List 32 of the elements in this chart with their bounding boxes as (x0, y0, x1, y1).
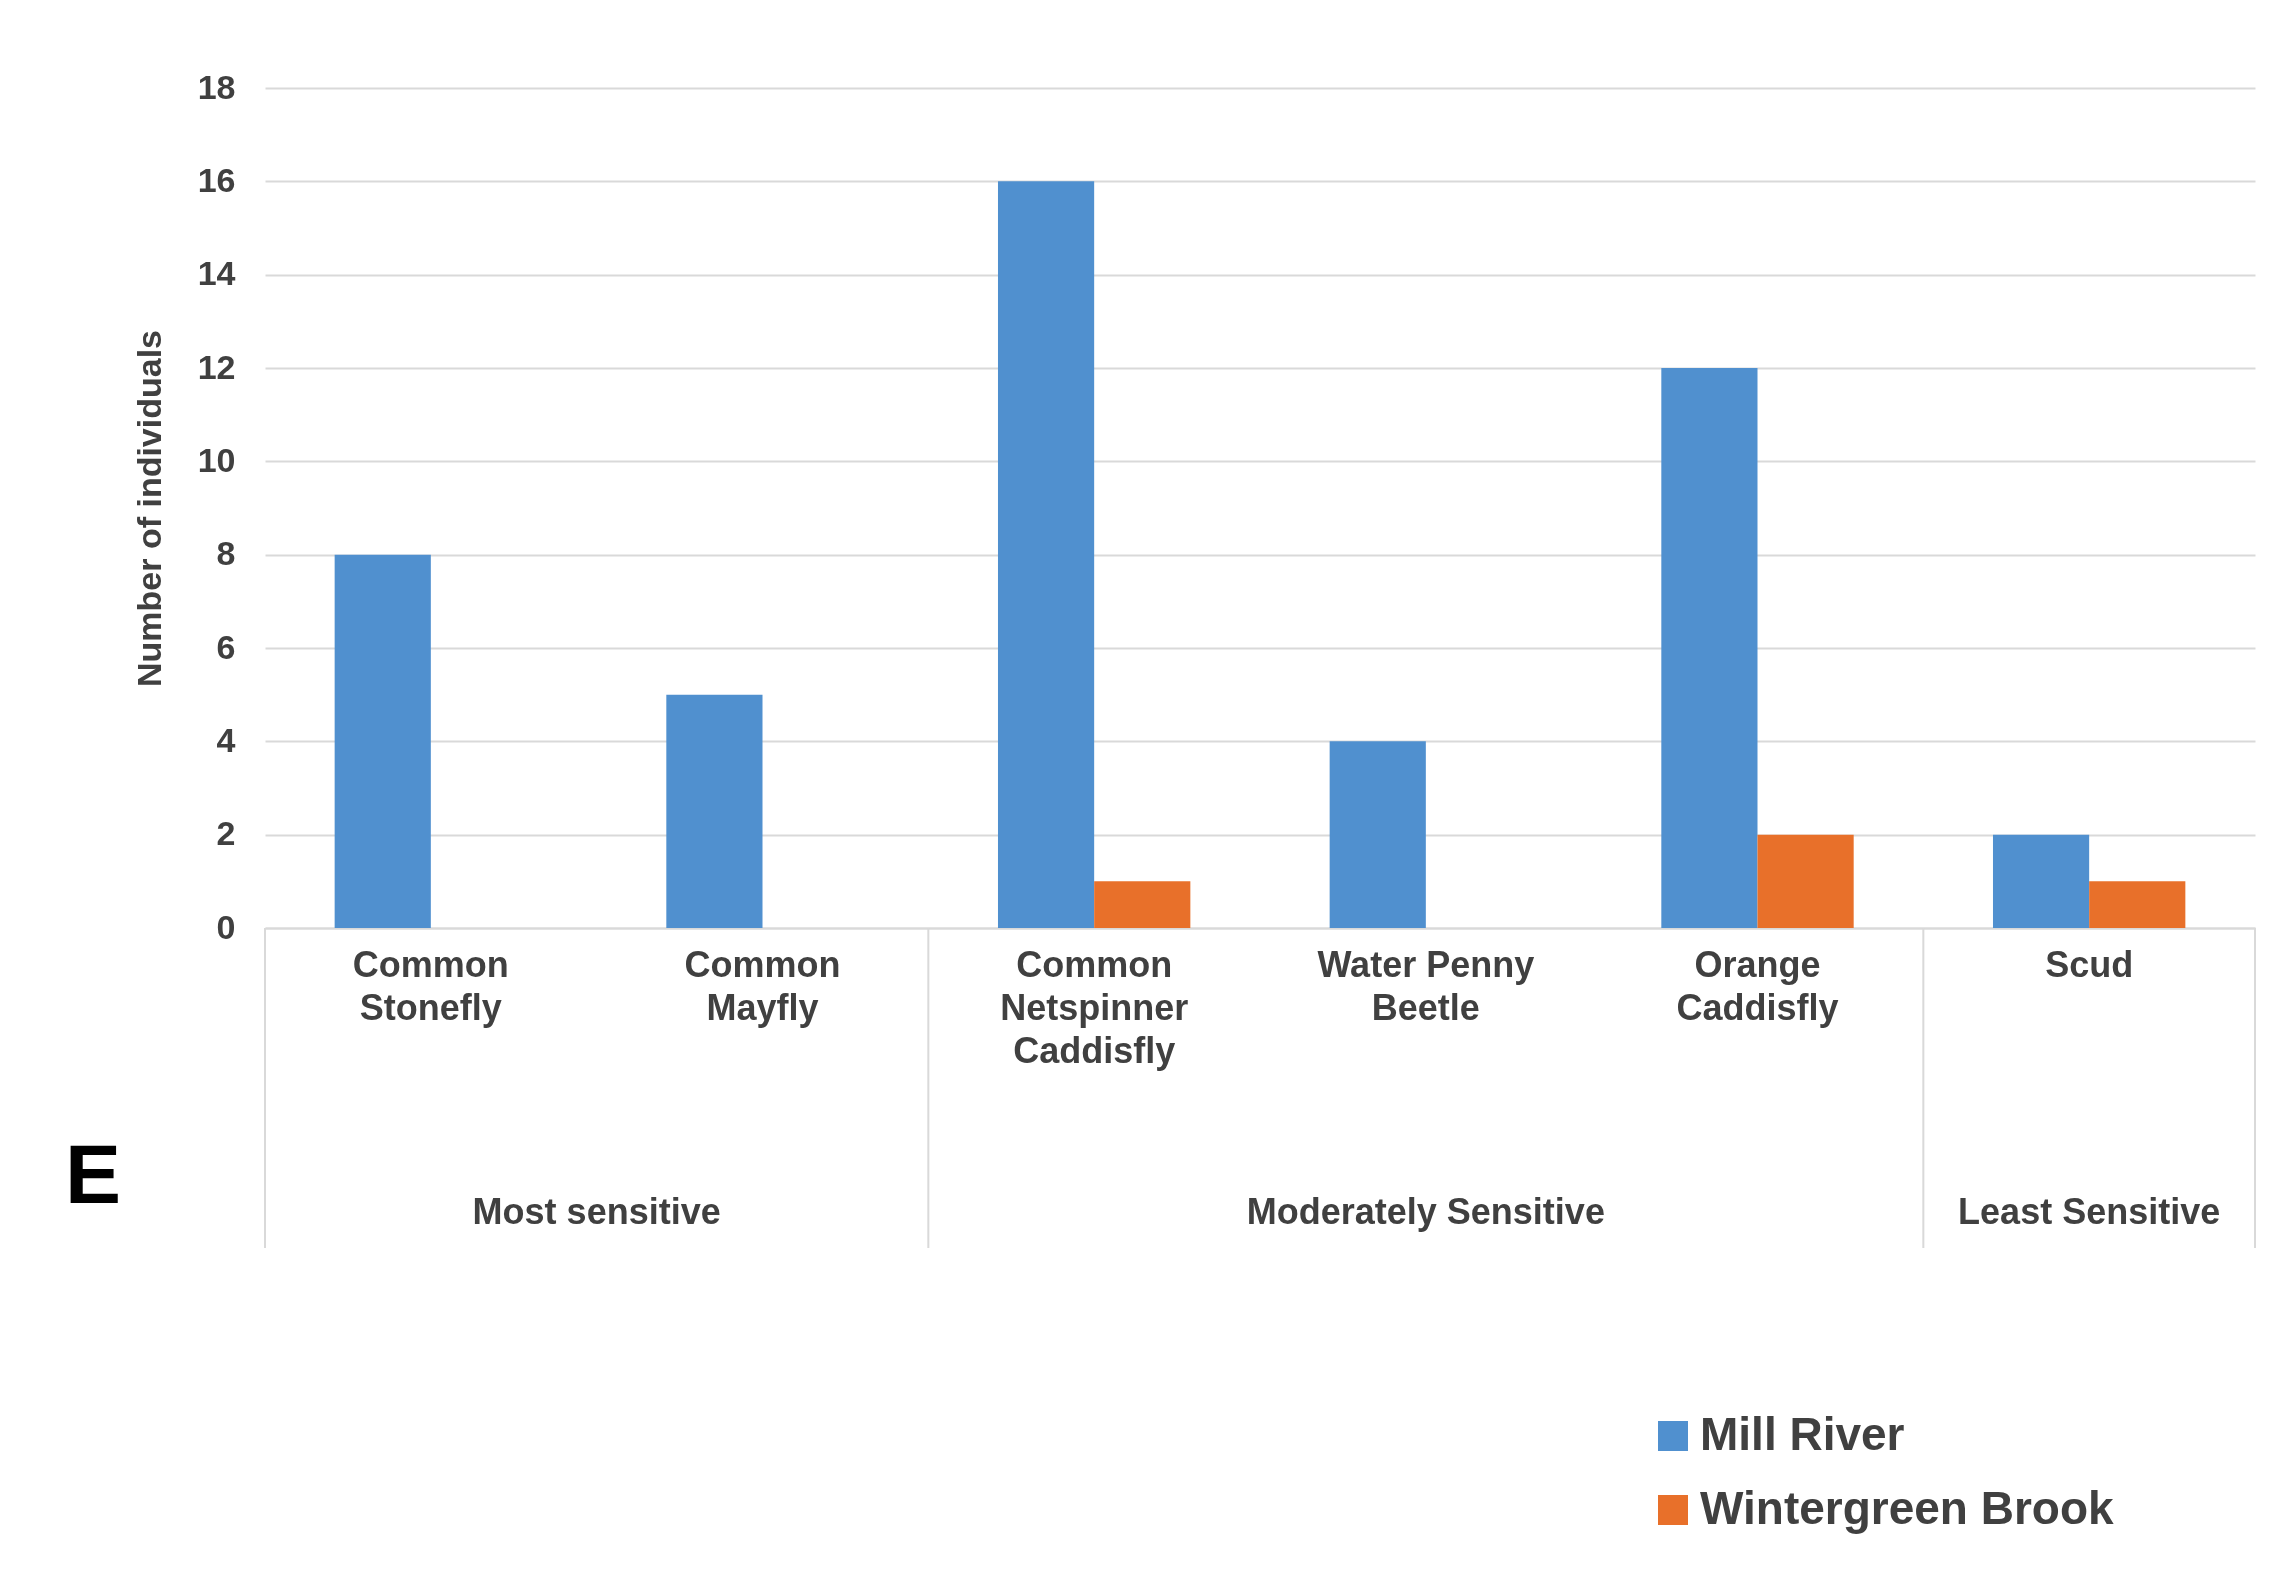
x-tick-label: Common Stonefly (352, 943, 509, 1028)
bar (1992, 834, 2090, 928)
y-tick-label: 12 (197, 347, 236, 386)
x-tick-label: Scud (2045, 943, 2134, 985)
bar (334, 554, 431, 928)
y-tick-label: 4 (216, 720, 236, 759)
text: Least Sensitive (1958, 1191, 2221, 1232)
y-tick-label: 0 (216, 907, 236, 946)
y-tick-label: 8 (216, 534, 236, 573)
x-tick-label: Water Penny Beetle (1317, 943, 1535, 1028)
y-tick-label: 14 (197, 254, 236, 293)
y-tick-label: 16 (197, 160, 236, 199)
x-tick-label: Common Mayfly (684, 943, 841, 1028)
y-tick-label: 2 (216, 814, 236, 853)
y-tick-label: 6 (216, 627, 236, 666)
x-tick-label: Common Netspinner Caddisfly (1000, 943, 1189, 1071)
y-tick-label: 10 (197, 440, 236, 479)
bar (1094, 881, 1191, 928)
text: Moderately Sensitive (1246, 1191, 1605, 1232)
bar (1661, 368, 1758, 928)
bar (666, 694, 763, 928)
bar (1757, 834, 1854, 928)
bar (2089, 881, 2186, 928)
x-tick-label: Orange Caddisfly (1676, 943, 1839, 1028)
y-tick-label: 18 (197, 67, 236, 106)
legend-label: Wintergreen Brook (1700, 1482, 2115, 1534)
y-axis-title: Number of individuals (129, 329, 168, 688)
bar (997, 181, 1095, 928)
bar (1329, 741, 1426, 928)
text: E (65, 1127, 122, 1221)
text: Most sensitive (472, 1191, 721, 1232)
legend-label: Mill River (1700, 1408, 1905, 1460)
